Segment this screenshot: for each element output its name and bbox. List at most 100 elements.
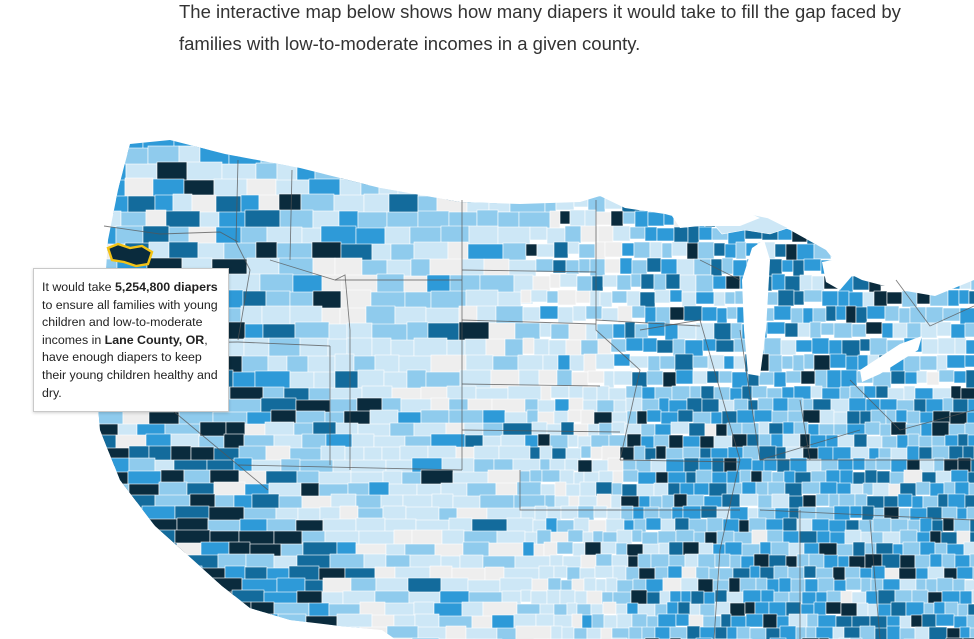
county-cell[interactable] xyxy=(692,370,708,385)
county-cell[interactable] xyxy=(587,132,607,147)
county-cell[interactable] xyxy=(337,130,372,152)
county-cell[interactable] xyxy=(837,434,855,448)
county-cell[interactable] xyxy=(895,225,915,241)
county-cell[interactable] xyxy=(94,506,118,527)
county-cell[interactable] xyxy=(594,241,606,260)
county-cell[interactable] xyxy=(679,147,697,166)
county-cell[interactable] xyxy=(153,625,177,639)
county-cell[interactable] xyxy=(768,146,788,165)
county-cell[interactable] xyxy=(612,225,631,242)
county-cell[interactable] xyxy=(616,274,632,291)
county-cell[interactable] xyxy=(678,179,691,195)
county-cell[interactable] xyxy=(926,195,943,209)
county-cell[interactable] xyxy=(869,259,881,276)
county-cell[interactable] xyxy=(557,289,577,306)
county-cell[interactable] xyxy=(706,146,726,165)
county-cell[interactable] xyxy=(556,369,573,387)
county-cell[interactable] xyxy=(580,554,597,569)
county-cell[interactable] xyxy=(747,193,765,208)
county-cell[interactable] xyxy=(910,614,923,628)
county-cell[interactable] xyxy=(904,371,918,385)
county-cell[interactable] xyxy=(692,411,712,425)
county-cell[interactable] xyxy=(549,210,561,229)
county-cell[interactable] xyxy=(805,626,817,639)
county-cell[interactable] xyxy=(821,387,841,401)
county-cell[interactable] xyxy=(305,615,338,639)
county-cell[interactable] xyxy=(768,354,783,374)
county-cell[interactable] xyxy=(895,409,908,424)
county-cell[interactable] xyxy=(829,353,847,369)
county-cell[interactable] xyxy=(837,290,850,309)
county-cell[interactable] xyxy=(152,542,178,564)
county-cell[interactable] xyxy=(531,421,548,436)
county-cell[interactable] xyxy=(610,210,624,229)
county-cell[interactable] xyxy=(828,163,843,181)
county-cell[interactable] xyxy=(665,273,681,290)
county-cell[interactable] xyxy=(964,322,974,338)
county-cell[interactable] xyxy=(785,370,802,384)
county-cell[interactable] xyxy=(622,469,639,483)
county-cell[interactable] xyxy=(911,495,924,510)
county-cell[interactable] xyxy=(800,370,816,385)
county-cell[interactable] xyxy=(94,495,122,516)
county-cell[interactable] xyxy=(737,193,749,207)
county-cell[interactable] xyxy=(686,242,699,261)
county-cell[interactable] xyxy=(243,337,270,359)
county-cell[interactable] xyxy=(870,243,883,258)
county-cell[interactable] xyxy=(695,274,714,293)
county-cell[interactable] xyxy=(840,602,858,618)
county-cell[interactable] xyxy=(765,627,781,639)
county-cell[interactable] xyxy=(634,210,649,230)
county-cell[interactable] xyxy=(554,481,567,498)
county-cell[interactable] xyxy=(454,131,490,150)
county-cell[interactable] xyxy=(947,289,960,307)
county-cell[interactable] xyxy=(646,257,662,273)
county-cell[interactable] xyxy=(569,354,585,372)
county-cell[interactable] xyxy=(244,209,281,229)
county-cell[interactable] xyxy=(736,626,751,639)
county-cell[interactable] xyxy=(535,258,554,273)
county-cell[interactable] xyxy=(938,369,955,383)
county-cell[interactable] xyxy=(112,577,133,607)
county-cell[interactable] xyxy=(832,626,845,639)
county-cell[interactable] xyxy=(515,625,552,639)
county-cell[interactable] xyxy=(912,145,924,163)
county-cell[interactable] xyxy=(522,337,535,355)
county-cell[interactable] xyxy=(778,577,792,594)
county-cell[interactable] xyxy=(845,305,857,324)
county-cell[interactable] xyxy=(703,177,720,191)
county-cell[interactable] xyxy=(590,446,603,460)
county-cell[interactable] xyxy=(512,161,534,181)
county-cell[interactable] xyxy=(549,163,564,183)
county-cell[interactable] xyxy=(724,147,740,164)
county-cell[interactable] xyxy=(669,626,688,639)
county-cell[interactable] xyxy=(935,179,951,196)
county-cell[interactable] xyxy=(934,227,947,246)
county-cell[interactable] xyxy=(960,209,974,223)
county-cell[interactable] xyxy=(486,145,515,166)
county-cell[interactable] xyxy=(621,195,641,213)
county-cell[interactable] xyxy=(886,625,901,639)
county-cell[interactable] xyxy=(891,211,905,228)
county-cell[interactable] xyxy=(903,385,916,401)
county-cell[interactable] xyxy=(94,530,122,555)
county-cell[interactable] xyxy=(573,627,588,639)
county-cell[interactable] xyxy=(132,542,154,562)
county-cell[interactable] xyxy=(713,322,732,341)
county-cell[interactable] xyxy=(578,258,591,274)
county-cell[interactable] xyxy=(94,483,130,503)
county-cell[interactable] xyxy=(839,179,853,194)
county-cell[interactable] xyxy=(745,613,764,628)
county-cell[interactable] xyxy=(647,131,667,145)
county-cell[interactable] xyxy=(562,179,574,198)
county-cell[interactable] xyxy=(704,423,717,438)
county-cell[interactable] xyxy=(886,291,903,305)
county-cell[interactable] xyxy=(654,626,671,639)
county-cell[interactable] xyxy=(803,353,815,370)
county-cell[interactable] xyxy=(611,290,628,304)
county-cell[interactable] xyxy=(575,290,591,304)
county-cell[interactable] xyxy=(837,195,849,213)
county-cell[interactable] xyxy=(625,337,644,352)
county-cell[interactable] xyxy=(763,195,781,215)
county-cell[interactable] xyxy=(517,131,544,153)
